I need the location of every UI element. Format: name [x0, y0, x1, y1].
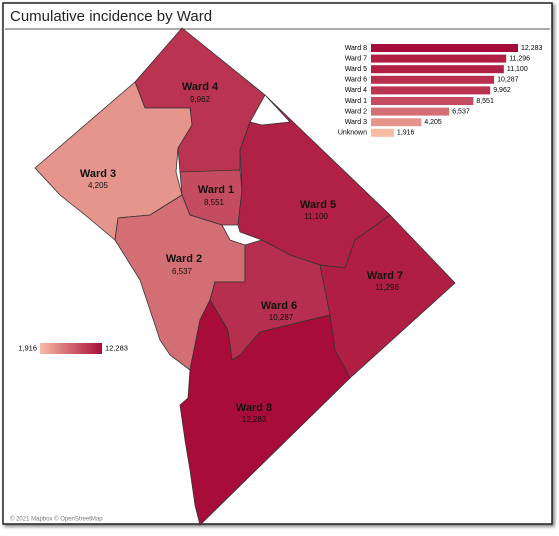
bar-category: Ward 5 [345, 66, 367, 73]
legend-max: 12,283 [105, 343, 128, 352]
ward-value: 9,962 [190, 95, 211, 104]
bar-category: Ward 3 [345, 119, 367, 126]
ward-value: 11,296 [375, 283, 399, 292]
bar [371, 44, 518, 52]
bar [371, 97, 474, 105]
attribution: © 2021 Mapbox © OpenStreetMap [10, 516, 103, 523]
bar-value-label: 11,100 [507, 66, 528, 73]
bar-value-label: 6,537 [452, 108, 470, 115]
legend-gradient [40, 343, 102, 354]
ward-name: Ward 2 [166, 253, 202, 265]
bar [371, 54, 507, 63]
legend-min: 1,916 [18, 343, 37, 352]
bar [371, 118, 422, 127]
ward-value: 12,283 [242, 415, 267, 424]
bar [371, 86, 491, 95]
ward-name: Ward 7 [367, 270, 403, 282]
bar [371, 75, 495, 84]
bar-value-label: 10,287 [497, 77, 519, 84]
bar-value-label: 11,296 [509, 55, 530, 62]
bar-category: Ward 4 [345, 87, 367, 94]
bar-value-label: 9,962 [493, 87, 511, 94]
ward-name: Ward 4 [182, 81, 219, 93]
bar-value-label: 8,551 [476, 98, 494, 105]
ward-name: Ward 8 [236, 402, 272, 414]
bar-chart: Ward 8 12,283 Ward 7 11,296 Ward 5 11,100 Ward… [338, 44, 543, 137]
ward-region [319, 214, 456, 379]
bar [371, 65, 504, 74]
ward-region [34, 81, 193, 241]
ward-value: 8,551 [204, 198, 225, 207]
color-legend: 1,916 12,283 [18, 343, 128, 354]
bar-value-label: 1,916 [397, 130, 415, 137]
ward-name: Ward 1 [198, 184, 234, 196]
ward-region [179, 299, 351, 526]
ward-value: 4,205 [88, 181, 109, 190]
bar [371, 128, 394, 137]
bar-value-label: 4,205 [424, 119, 442, 126]
ward-name: Ward 3 [80, 168, 116, 180]
bar-value-label: 12,283 [521, 45, 543, 52]
ward-name: Ward 6 [261, 300, 297, 312]
ward-value: 6,537 [172, 267, 193, 276]
ward-name: Ward 5 [300, 199, 336, 211]
bar [371, 107, 450, 116]
bar-category: Unknown [338, 130, 367, 137]
bar-category: Ward 8 [345, 45, 367, 52]
ward-value: 11,100 [304, 212, 328, 221]
bar-category: Ward 7 [345, 55, 367, 62]
map: Ward 4 9,962 Ward 3 4,205 Ward 1 8,551 W… [34, 27, 456, 526]
ward-value: 10,287 [269, 313, 294, 322]
title: Cumulative incidence by Ward [10, 8, 212, 25]
bar-category: Ward 6 [345, 77, 367, 84]
bar-category: Ward 1 [345, 98, 367, 105]
bar-category: Ward 2 [345, 108, 367, 115]
